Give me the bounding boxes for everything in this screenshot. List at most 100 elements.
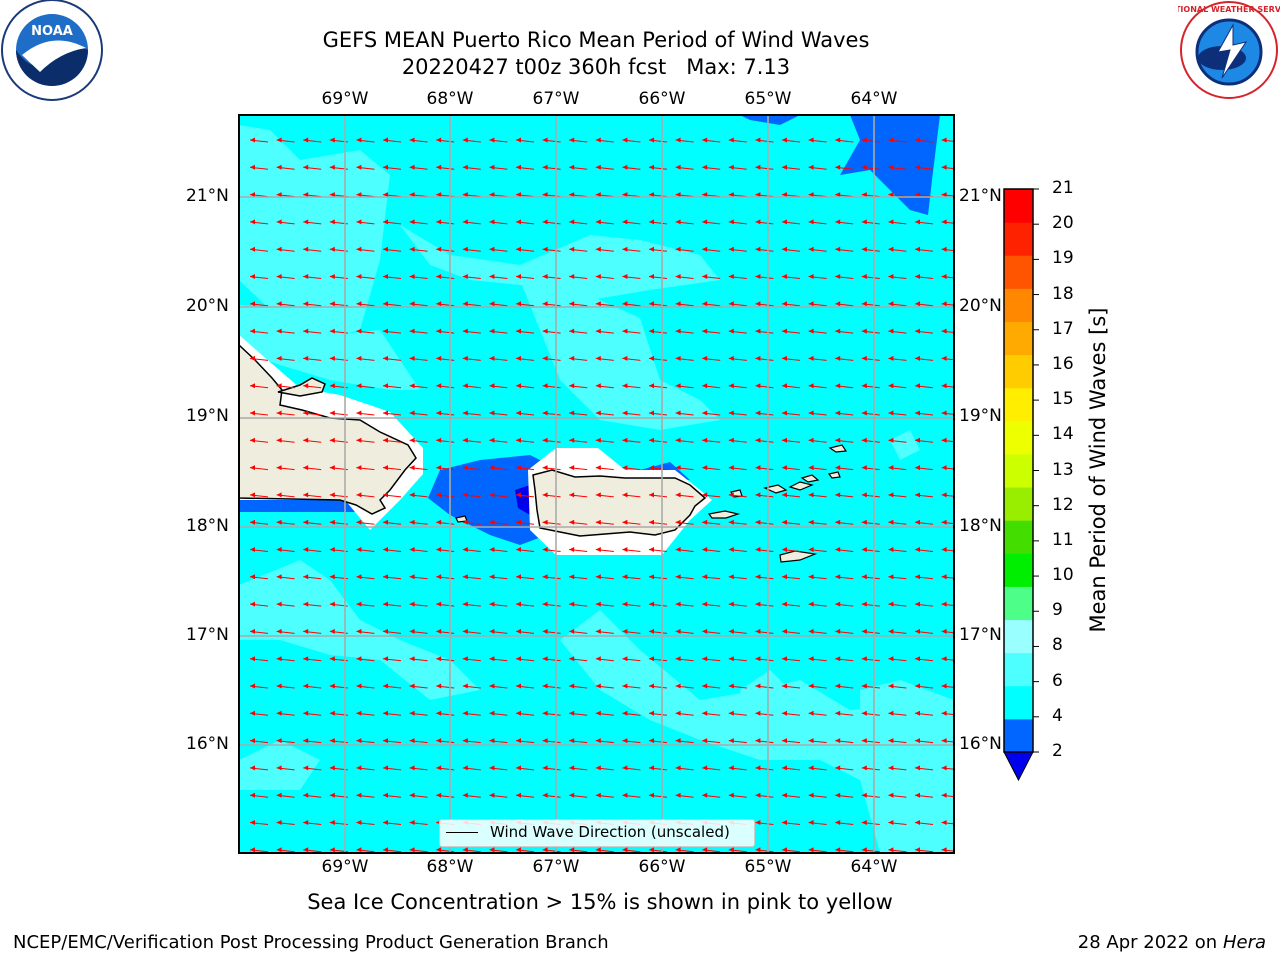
wind-wave-arrowhead	[808, 410, 814, 416]
wind-wave-arrowhead	[516, 601, 521, 607]
wind-wave-arrowhead	[462, 656, 468, 662]
wind-wave-arrowhead	[728, 601, 734, 607]
wind-wave-arrowhead	[702, 738, 708, 744]
wind-wave-arrowhead	[383, 765, 388, 771]
wind-wave-arrowhead	[569, 601, 575, 607]
wind-wave-arrowhead	[915, 383, 920, 389]
wind-wave-arrowhead	[462, 710, 468, 716]
wind-wave-arrowhead	[409, 301, 415, 307]
wind-wave-arrowhead	[888, 328, 894, 334]
wind-wave-arrowhead	[861, 601, 867, 607]
wind-wave-arrowhead	[569, 547, 575, 552]
wind-wave-arrowhead	[516, 547, 521, 552]
wind-wave-arrowhead	[276, 465, 282, 471]
wind-wave-arrowhead	[542, 301, 548, 307]
wind-wave-arrowhead	[649, 492, 654, 498]
lon-label-top: 65°W	[744, 89, 792, 109]
wind-wave-arrowhead	[542, 601, 548, 607]
wind-wave-arrowhead	[542, 383, 548, 389]
wind-wave-arrowhead	[675, 383, 681, 389]
colorbar-segment	[1004, 387, 1033, 422]
wind-wave-arrowhead	[303, 192, 309, 198]
wind-wave-arrowhead	[728, 847, 734, 853]
wind-wave-arrowhead	[489, 574, 495, 580]
wind-wave-arrowhead	[649, 301, 654, 307]
wind-wave-arrowhead	[356, 683, 362, 689]
wind-wave-arrowhead	[649, 519, 654, 525]
wind-wave-arrowhead	[595, 355, 601, 361]
wind-wave-arrowhead	[835, 765, 841, 771]
colorbar-segment	[1004, 619, 1033, 654]
wind-wave-arrowhead	[675, 355, 681, 361]
wind-wave-arrowhead	[250, 574, 255, 580]
colorbar-segment	[1004, 652, 1033, 687]
wind-wave-arrowhead	[383, 628, 388, 634]
lon-label-bottom: 64°W	[850, 857, 898, 877]
wind-wave-arrowhead	[622, 164, 628, 170]
wind-wave-arrowhead	[329, 601, 335, 607]
wind-wave-arrowhead	[569, 219, 575, 225]
wind-wave-arrowhead	[755, 574, 761, 580]
wind-wave-arrowhead	[276, 246, 282, 252]
colorbar-segment	[1004, 255, 1033, 289]
wind-wave-arrowhead	[649, 683, 654, 689]
wind-wave-arrowhead	[941, 328, 947, 334]
colorbar-label: Mean Period of Wind Waves [s]	[1086, 307, 1110, 633]
wind-wave-arrowhead	[649, 547, 654, 552]
wind-wave-arrowhead	[808, 437, 814, 443]
lat-label-right: 19°N	[959, 406, 1002, 426]
wind-wave-arrowhead	[595, 519, 601, 525]
wind-wave-arrowhead	[915, 847, 920, 853]
wind-wave-arrowhead	[888, 246, 894, 252]
wind-wave-arrowhead	[250, 383, 255, 389]
wind-wave-arrowhead	[356, 328, 362, 334]
hispaniola-north-coast	[277, 377, 326, 397]
wind-wave-arrowhead	[250, 274, 255, 279]
wind-wave-arrowhead	[569, 383, 575, 389]
wind-wave-arrowhead	[915, 601, 920, 607]
wind-wave-arrowhead	[622, 738, 628, 744]
wind-wave-arrowhead	[329, 164, 335, 170]
wind-wave-arrowhead	[356, 355, 362, 361]
wind-wave-arrowhead	[941, 710, 947, 716]
wind-wave-arrowhead	[649, 328, 654, 334]
wind-wave-arrowhead	[888, 710, 894, 716]
wind-wave-arrowhead	[808, 492, 814, 498]
wind-wave-arrowhead	[462, 683, 468, 689]
wind-wave-arrowhead	[649, 383, 654, 389]
wind-wave-arrowhead	[303, 328, 309, 334]
wind-wave-arrowhead	[915, 164, 920, 170]
map-legend: Wind Wave Direction (unscaled)	[439, 819, 755, 847]
wind-wave-arrowhead	[356, 410, 362, 416]
wind-wave-arrowhead	[888, 820, 894, 825]
wind-wave-arrowhead	[516, 246, 521, 252]
wind-wave-arrowhead	[888, 410, 894, 416]
wind-wave-arrowhead	[489, 792, 495, 798]
wind-wave-arrowhead	[728, 274, 734, 279]
wind-wave-arrowhead	[462, 219, 468, 225]
wind-wave-arrowhead	[356, 710, 362, 716]
wind-wave-arrowhead	[489, 274, 495, 279]
wind-wave-arrowhead	[728, 519, 734, 525]
lon-label-top: 69°W	[321, 89, 369, 109]
wind-wave-arrowhead	[409, 246, 415, 252]
wind-wave-arrowhead	[250, 820, 255, 825]
wind-wave-arrowhead	[409, 437, 415, 443]
wind-wave-arrowhead	[383, 656, 388, 662]
colorbar-tick-label: 11	[1052, 529, 1074, 550]
lon-label-bottom: 69°W	[321, 857, 369, 877]
wind-wave-arrowhead	[436, 437, 442, 443]
wind-wave-arrowhead	[755, 519, 761, 525]
wind-wave-arrowhead	[702, 492, 708, 498]
wind-wave-arrowhead	[436, 601, 442, 607]
wind-wave-arrowhead	[542, 246, 548, 252]
wind-wave-arrowhead	[409, 820, 415, 825]
wind-wave-arrowhead	[542, 738, 548, 744]
wind-wave-arrowhead	[782, 383, 787, 389]
wind-wave-arrowhead	[303, 738, 309, 744]
wind-wave-arrowhead	[675, 738, 681, 744]
colorbar-tick-label: 16	[1052, 353, 1074, 374]
wind-wave-arrowhead	[436, 792, 442, 798]
wind-wave-arrowhead	[941, 683, 947, 689]
wind-wave-arrowhead	[462, 137, 468, 143]
